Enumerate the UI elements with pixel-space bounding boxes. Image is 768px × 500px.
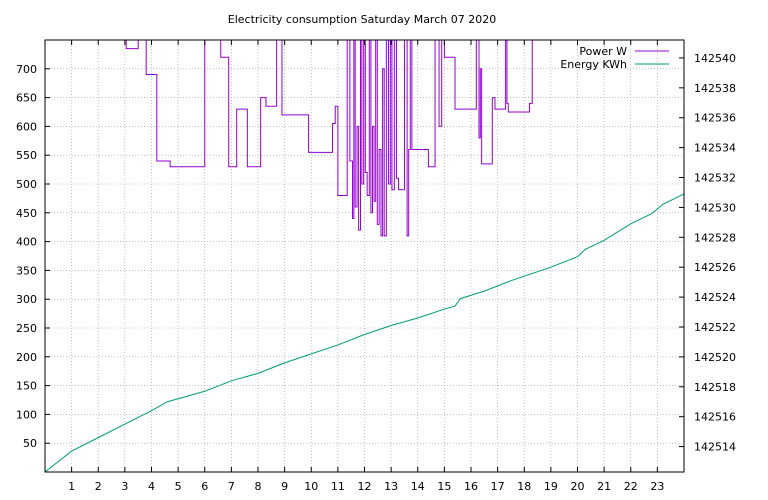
y-left-tick-label: 50 bbox=[23, 437, 37, 450]
y-left-tick-label: 100 bbox=[16, 408, 37, 421]
y-right-tick-label: 142534 bbox=[694, 142, 736, 155]
y-right-tick-label: 142536 bbox=[694, 112, 736, 125]
y-left-tick-label: 500 bbox=[16, 178, 37, 191]
x-tick-label: 20 bbox=[571, 480, 585, 493]
y-left-tick-label: 700 bbox=[16, 63, 37, 76]
y-right-tick-label: 142514 bbox=[694, 441, 736, 454]
x-tick-label: 4 bbox=[148, 480, 155, 493]
x-tick-label: 7 bbox=[228, 480, 235, 493]
series-line-energy bbox=[45, 193, 684, 472]
legend-label-power: Power W bbox=[579, 45, 627, 58]
x-tick-label: 17 bbox=[491, 480, 505, 493]
y-left-tick-label: 600 bbox=[16, 120, 37, 133]
y-right-tick-label: 142530 bbox=[694, 201, 736, 214]
x-tick-label: 13 bbox=[384, 480, 398, 493]
x-axis-ticks: 1 2 3 4 5 6 7 8 9 10 11 12 13 14 15 16 17 18 19 20 21 22 23 bbox=[68, 40, 664, 493]
x-tick-label: 16 bbox=[464, 480, 478, 493]
y-left-tick-label: 650 bbox=[16, 92, 37, 105]
x-tick-label: 10 bbox=[304, 480, 318, 493]
x-tick-label: 3 bbox=[121, 480, 128, 493]
y-right-tick-label: 142538 bbox=[694, 82, 736, 95]
x-tick-label: 12 bbox=[358, 480, 372, 493]
x-tick-label: 15 bbox=[437, 480, 451, 493]
y-right-tick-label: 142520 bbox=[694, 351, 736, 364]
y-left-tick-label: 300 bbox=[16, 293, 37, 306]
y-right-tick-label: 142522 bbox=[694, 321, 736, 334]
y-left-tick-label: 550 bbox=[16, 149, 37, 162]
x-tick-label: 18 bbox=[517, 480, 531, 493]
x-tick-label: 5 bbox=[175, 480, 182, 493]
y-left-tick-label: 400 bbox=[16, 236, 37, 249]
x-tick-label: 9 bbox=[281, 480, 288, 493]
y-right-axis-ticks: 142514 142516 142518 142520 142522 142524 1425… bbox=[679, 52, 736, 454]
y-left-tick-label: 200 bbox=[16, 351, 37, 364]
x-tick-label: 21 bbox=[597, 480, 611, 493]
x-tick-label: 23 bbox=[650, 480, 664, 493]
y-right-tick-label: 142524 bbox=[694, 291, 736, 304]
series-layer bbox=[45, 40, 684, 472]
y-left-axis-ticks: 50 100 150 200 250 300 350 400 450 500 550 600 650 70… bbox=[16, 63, 50, 450]
x-tick-label: 19 bbox=[544, 480, 558, 493]
x-tick-label: 14 bbox=[411, 480, 425, 493]
x-tick-label: 11 bbox=[331, 480, 345, 493]
grid bbox=[45, 40, 684, 472]
y-right-tick-label: 142532 bbox=[694, 172, 736, 185]
series-line-power bbox=[125, 40, 533, 237]
chart-title: Electricity consumption Saturday March 0… bbox=[228, 13, 496, 26]
legend-label-energy: Energy KWh bbox=[560, 58, 627, 71]
x-tick-label: 22 bbox=[624, 480, 638, 493]
x-tick-label: 2 bbox=[95, 480, 102, 493]
y-left-tick-label: 350 bbox=[16, 264, 37, 277]
x-tick-label: 8 bbox=[255, 480, 262, 493]
y-right-tick-label: 142528 bbox=[694, 231, 736, 244]
y-left-tick-label: 150 bbox=[16, 380, 37, 393]
legend: Power W Energy KWh bbox=[560, 45, 669, 71]
x-tick-label: 6 bbox=[201, 480, 208, 493]
y-right-tick-label: 142518 bbox=[694, 381, 736, 394]
y-right-tick-label: 142540 bbox=[694, 52, 736, 65]
y-left-tick-label: 450 bbox=[16, 207, 37, 220]
y-right-tick-label: 142526 bbox=[694, 261, 736, 274]
y-right-tick-label: 142516 bbox=[694, 411, 736, 424]
y-left-tick-label: 250 bbox=[16, 322, 37, 335]
x-tick-label: 1 bbox=[68, 480, 75, 493]
